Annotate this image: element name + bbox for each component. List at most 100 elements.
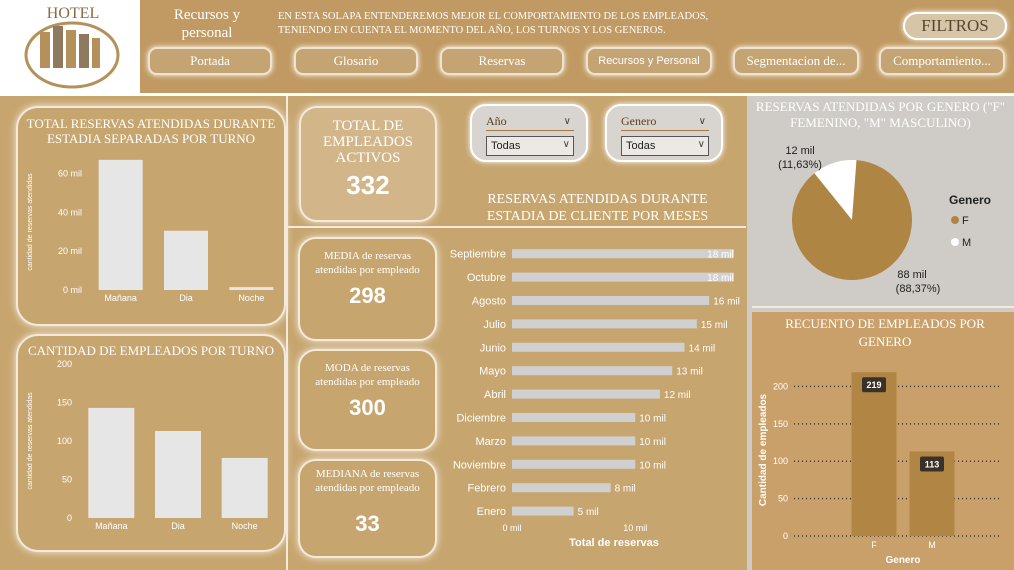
y-axis-label: cantidad de reservas atendidas — [27, 173, 34, 271]
anio-slicer-header[interactable]: Año ∨ — [486, 114, 574, 131]
bar-enero — [512, 506, 574, 516]
logo-area: HOTEL — [0, 0, 140, 95]
data-label: 12 mil — [785, 145, 814, 157]
reservas-turno-chart: cantidad de reservas atendidas Mañana Dia N… — [27, 159, 274, 303]
data-label: 15 mil — [701, 320, 728, 331]
genero-dropdown-value: Todas — [626, 140, 656, 152]
bar-marzo — [512, 436, 636, 446]
legend-marker-f — [951, 216, 959, 224]
x-tick-label: Mañana — [104, 293, 137, 303]
nav-glosario-button[interactable]: Glosario — [294, 47, 418, 75]
genero-bar-title: RECUENTO DE EMPLEADOS POR GENERO — [785, 316, 985, 349]
chevron-down-icon: ∨ — [563, 116, 571, 127]
right-divider — [752, 306, 1014, 308]
meses-chart: Septiembre 18 mil Octubre 18 mil Agosto 16 mi… — [450, 249, 740, 549]
x-tick-label: M — [928, 540, 936, 550]
section-title: Recursos y personal — [173, 7, 241, 41]
bar-abril — [512, 389, 660, 399]
legend-marker-m — [951, 238, 959, 246]
bar-dia — [155, 430, 201, 518]
nav-portada-button[interactable]: Portada — [148, 47, 272, 75]
nav-reservas-button[interactable]: Reservas — [440, 47, 564, 75]
nav-recursos-button[interactable]: Recursos y Personal — [586, 47, 712, 75]
empleados-turno-title: CANTIDAD DE EMPLEADOS POR TURNO — [27, 343, 275, 358]
bar-junio — [512, 342, 685, 352]
y-tick-label: Mayo — [479, 366, 506, 378]
empleados-turno-chart: 0 50 100 150 200 cantidad de reservas atendid… — [27, 359, 268, 531]
y-tick-label: 40 mil — [58, 207, 82, 217]
x-tick-label: Noche — [232, 521, 258, 531]
anio-dropdown[interactable]: Todas ∨ — [486, 136, 574, 156]
x-tick-label: Noche — [238, 293, 264, 303]
bar-octubre — [512, 272, 734, 282]
data-label: 113 — [925, 459, 940, 469]
bar-mañana — [88, 407, 135, 518]
bar-mañana — [98, 159, 143, 290]
reservas-turno-panel: TOTAL RESERVAS ATENDIDAS DURANTE ESTADIA… — [16, 106, 286, 326]
hotel-logo: HOTEL — [24, 5, 120, 89]
y-tick-label: 150 — [773, 419, 788, 429]
description-line-2: TENIENDO EN CUENTA EL MOMENTO DEL AÑO, L… — [278, 25, 666, 36]
data-label: 5 mil — [578, 507, 599, 518]
y-tick-label: 60 mil — [58, 168, 82, 178]
media-card: MEDIA de reservas atendidas por empleado… — [298, 237, 437, 341]
y-tick-label: 0 — [783, 531, 788, 541]
nav-segmentacion-button[interactable]: Segmentacion de... — [733, 47, 859, 75]
y-tick-label: 200 — [57, 359, 72, 369]
data-label: 18 mil — [707, 250, 734, 261]
data-label-pct: (11,63%) — [778, 159, 822, 171]
meses-chart-title: RESERVAS ATENDIDAS DURANTE ESTADIA DE CL… — [486, 192, 709, 224]
genero-dropdown[interactable]: Todas ∨ — [621, 136, 709, 156]
data-label-pct: (88,37%) — [896, 283, 941, 295]
bar-dia — [164, 230, 208, 290]
description-line-1: EN ESTA SOLAPA ENTENDEREMOS MEJOR EL COM… — [278, 11, 709, 22]
nav-comportamiento-button[interactable]: Comportamiento... — [879, 47, 1005, 75]
pie-title: RESERVAS ATENDIDAS POR GENERO ("F" FEMEN… — [755, 99, 1006, 130]
chevron-down-icon: ∨ — [562, 139, 570, 150]
data-label-bg — [862, 377, 886, 393]
bar-diciembre — [512, 413, 636, 422]
y-tick-label: 100 — [57, 436, 72, 446]
moda-label: MODA de reservas atendidas por empleado — [315, 362, 420, 388]
data-label: 88 mil — [897, 269, 926, 281]
y-tick-label: Marzo — [475, 436, 506, 448]
data-label: 16 mil — [713, 297, 740, 308]
data-label: 219 — [866, 380, 881, 390]
x-tick-label: Dia — [171, 521, 185, 531]
y-tick-label: Abril — [484, 389, 506, 401]
data-label: 10 mil — [639, 414, 666, 425]
genero-slicer-header[interactable]: Genero ∨ — [621, 114, 709, 131]
y-tick-label: 150 — [57, 398, 72, 408]
data-label: 14 mil — [689, 343, 716, 354]
media-label: MEDIA de reservas atendidas por empleado — [315, 250, 420, 276]
x-tick-label: Dia — [179, 293, 193, 303]
pie-slice-f — [792, 160, 912, 280]
empleados-turno-panel: CANTIDAD DE EMPLEADOS POR TURNO 0 50 100 15… — [16, 334, 286, 552]
y-tick-label: 20 mil — [58, 246, 82, 256]
moda-value: 300 — [349, 395, 386, 420]
header-divider — [0, 93, 1014, 96]
bar-septiembre — [512, 249, 734, 259]
y-tick-label: Julio — [483, 319, 506, 331]
total-empleados-label: TOTAL DE EMPLEADOS ACTIVOS — [322, 118, 413, 166]
y-tick-label: Octubre — [467, 272, 506, 284]
legend-title: Genero — [949, 193, 991, 207]
chevron-down-icon: ∨ — [697, 139, 705, 150]
bar-febrero — [512, 483, 611, 493]
y-tick-label: Febrero — [467, 483, 506, 495]
y-tick-label: 50 — [62, 475, 72, 485]
anio-dropdown-value: Todas — [491, 140, 521, 152]
total-empleados-card: TOTAL DE EMPLEADOS ACTIVOS 332 — [299, 106, 437, 222]
x-axis-label: Total de reservas — [569, 537, 659, 549]
pie-slice-m — [814, 160, 857, 220]
data-label: 13 mil — [676, 367, 703, 378]
filtros-button[interactable]: FILTROS — [903, 12, 1007, 40]
total-empleados-value: 332 — [346, 170, 390, 200]
y-tick-label: 50 — [778, 494, 788, 504]
reservas-turno-title: TOTAL RESERVAS ATENDIDAS DURANTE ESTADIA… — [26, 116, 276, 146]
anio-slicer-label: Año — [486, 114, 507, 128]
bar-agosto — [512, 296, 710, 305]
y-axis-label: cantidad de reservas atendidas — [27, 392, 34, 490]
data-label: 10 mil — [639, 437, 666, 448]
y-tick-label: 0 mil — [63, 285, 82, 295]
